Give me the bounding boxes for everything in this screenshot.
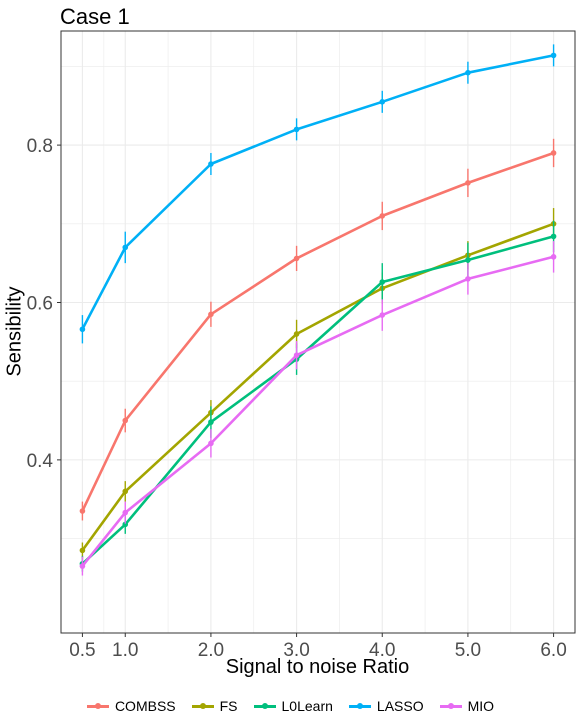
legend-label: COMBSS: [114, 698, 176, 714]
data-point-combss: [79, 508, 86, 514]
data-point-lasso: [465, 69, 471, 76]
series-mio: [79, 241, 557, 576]
x-tick-label: 3.0: [283, 640, 309, 661]
legend: COMBSS FS L0Learn LASSO MIO: [0, 698, 581, 714]
data-point-lasso: [122, 244, 129, 251]
data-point-mio: [122, 509, 129, 516]
y-axis-label: Sensibility: [3, 286, 26, 377]
data-point-mio: [79, 563, 86, 569]
x-axis-label: Signal to noise Ratio: [225, 656, 410, 678]
x-tick-label: 2.0: [198, 640, 224, 661]
chart-title: Case 1: [60, 4, 130, 29]
series-line-combss: [81, 151, 555, 512]
series-line-lasso: [81, 54, 554, 330]
data-point-fs: [293, 331, 300, 337]
data-point-mio: [208, 440, 214, 447]
x-tick-label: 1.0: [112, 640, 138, 661]
y-tick-label: 0.4: [27, 451, 54, 472]
data-point-combss: [293, 255, 300, 262]
data-point-l0learn: [465, 257, 471, 263]
data-point-combss: [208, 311, 214, 318]
legend-key-mio: [439, 700, 462, 712]
series-line-mio: [81, 255, 554, 567]
series-lasso: [79, 44, 557, 344]
legend-item-combss: COMBSS: [86, 698, 176, 714]
y-tick-label: 0.6: [27, 293, 53, 314]
legend-label: MIO: [467, 698, 495, 714]
legend-label: LASSO: [376, 698, 424, 714]
data-point-mio: [465, 276, 471, 282]
plot-panel-border: [60, 30, 576, 634]
data-point-fs: [79, 547, 86, 554]
data-point-lasso: [293, 126, 300, 133]
data-point-combss: [379, 213, 386, 219]
data-point-combss: [122, 417, 129, 424]
data-point-mio: [379, 312, 386, 318]
legend-key-l0learn: [253, 700, 276, 712]
data-point-l0learn: [550, 233, 557, 240]
series-combss: [79, 138, 557, 521]
data-point-l0learn: [122, 521, 129, 528]
data-point-mio: [550, 254, 557, 260]
data-point-lasso: [550, 52, 557, 59]
data-point-lasso: [208, 161, 214, 167]
legend-key-fs: [191, 700, 214, 712]
legend-label: L0Learn: [281, 698, 333, 714]
legend-item-mio: MIO: [439, 698, 495, 714]
data-point-l0learn: [379, 279, 386, 285]
x-tick-label: 5.0: [455, 640, 481, 661]
series-fs: [79, 208, 557, 559]
legend-item-l0learn: L0Learn: [253, 698, 333, 714]
legend-item-fs: FS: [191, 698, 238, 714]
series-line-l0learn: [81, 235, 554, 565]
legend-key-combss: [86, 700, 109, 712]
legend-item-lasso: LASSO: [348, 698, 424, 714]
data-point-combss: [465, 180, 471, 186]
data-point-lasso: [79, 326, 86, 333]
x-tick-label: 6.0: [540, 640, 566, 661]
data-point-mio: [293, 352, 300, 359]
data-point-l0learn: [208, 419, 214, 425]
data-point-fs: [122, 488, 129, 495]
axis-ticks: 0.5 1.0 2.0 3.0 4.0 5.0 6.0 0.4 0.6 0.8: [27, 136, 567, 661]
data-point-lasso: [379, 99, 386, 105]
legend-label: FS: [219, 698, 238, 714]
data-point-combss: [550, 150, 557, 156]
y-tick-label: 0.8: [27, 136, 53, 157]
x-tick-label: 0.5: [69, 640, 95, 661]
series-layer: [79, 44, 557, 576]
legend-key-lasso: [348, 700, 371, 712]
minor-gridlines: [61, 31, 575, 633]
x-tick-label: 4.0: [369, 640, 395, 661]
